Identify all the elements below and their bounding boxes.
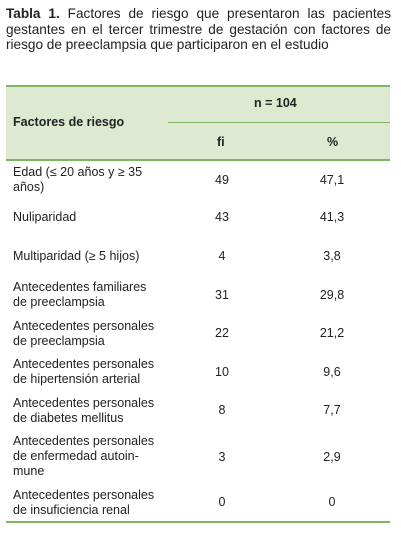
row-pct: 2,9 (323, 450, 341, 464)
row-pct: 3,8 (323, 249, 341, 263)
row-factor: Multiparidad (≥ 5 hijos) (13, 249, 140, 263)
row-fi: 3 (218, 450, 226, 464)
row-factor: Edad (≤ 20 años y ≥ 35 años) (13, 165, 143, 194)
row-pct: 41,3 (319, 210, 345, 224)
row-fi: 0 (218, 495, 226, 509)
table-header-mid-rule (168, 122, 390, 123)
table-header-bottom-rule (6, 159, 390, 161)
row-factor: Nuliparidad (13, 210, 77, 224)
row-factor: Antecedentes personales de preeclampsia (13, 319, 155, 348)
row-pct: 29,8 (319, 288, 345, 302)
row-fi: 8 (218, 403, 226, 417)
row-pct: 0 (328, 495, 336, 509)
row-fi: 22 (215, 326, 229, 340)
row-fi: 4 (218, 249, 226, 263)
row-factor: Antecedentes personales de diabetes mell… (13, 396, 155, 425)
row-pct: 7,7 (323, 403, 341, 417)
row-pct: 21,2 (319, 326, 345, 340)
row-fi: 10 (215, 365, 229, 379)
header-fi: fi (217, 135, 225, 149)
table-caption-text: Factores de riesgo que presentaron las p… (6, 6, 391, 52)
row-pct: 47,1 (319, 173, 345, 187)
table-top-rule (6, 85, 390, 87)
table-bottom-rule (6, 521, 390, 523)
header-pct: % (327, 135, 339, 149)
row-factor: Antecedentes familiares de preeclampsia (13, 280, 147, 309)
row-fi: 49 (215, 173, 229, 187)
table-caption: Tabla 1. Factores de riesgo que presenta… (6, 6, 391, 53)
row-pct: 9,6 (323, 365, 341, 379)
row-fi: 43 (215, 210, 229, 224)
row-factor: Antecedentes personales de enfermedad au… (13, 434, 155, 478)
header-factores: Factores de riesgo (13, 115, 125, 129)
header-n: n = 104 (254, 96, 297, 110)
row-fi: 31 (215, 288, 229, 302)
row-factor: Antecedentes personales de hipertensión … (13, 357, 155, 386)
table-caption-label: Tabla 1. (6, 6, 60, 21)
row-factor: Antecedentes personales de insuficiencia… (13, 488, 155, 517)
